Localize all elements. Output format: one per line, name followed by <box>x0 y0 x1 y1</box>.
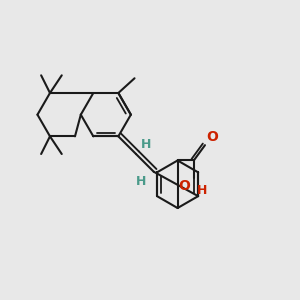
Text: O: O <box>178 179 190 193</box>
Text: H: H <box>136 175 146 188</box>
Text: H: H <box>140 137 151 151</box>
Text: O: O <box>206 130 218 144</box>
Text: H: H <box>197 184 208 197</box>
